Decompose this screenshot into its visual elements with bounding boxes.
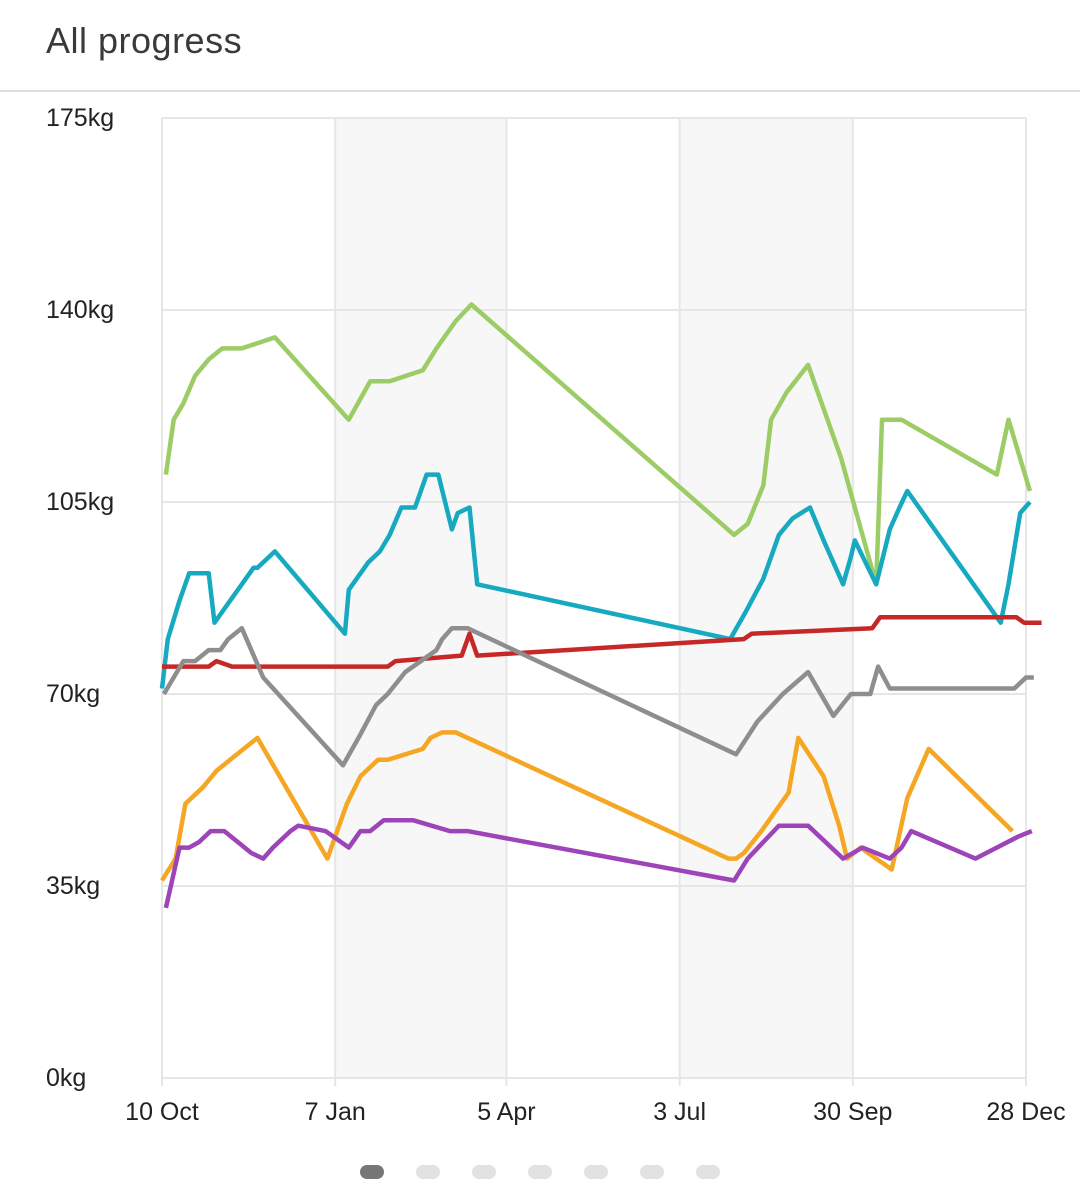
series-line-1 (159, 472, 1032, 689)
y-tick-label: 35kg (46, 872, 100, 900)
x-tick-label: 5 Apr (477, 1098, 535, 1126)
x-tick-label: 7 Jan (305, 1098, 366, 1126)
shaded-band-1 (679, 118, 853, 1078)
shaded-band-0 (335, 118, 507, 1078)
y-tick-label: 105kg (46, 488, 114, 516)
x-tick-label: 30 Sep (813, 1098, 892, 1126)
page-dot[interactable] (640, 1165, 664, 1179)
y-tick-label: 140kg (46, 296, 114, 324)
page-dot[interactable] (416, 1165, 440, 1179)
y-tick-label: 175kg (46, 104, 114, 132)
y-tick-label: 0kg (46, 1064, 86, 1092)
page-dot[interactable] (472, 1165, 496, 1179)
progress-chart: 0kg 35kg 70kg 105kg 140kg 175kg 10 Oct 7 Jan 5 A… (46, 104, 1066, 1126)
x-tick-label: 28 Dec (986, 1098, 1065, 1126)
y-tick-label: 70kg (46, 680, 100, 708)
page-indicator[interactable] (0, 1160, 1080, 1184)
series-line-0 (163, 302, 1033, 587)
x-tick-label: 3 Jul (653, 1098, 706, 1126)
header: All progress (0, 0, 1080, 92)
page-title: All progress (46, 20, 243, 61)
page-dot[interactable] (584, 1165, 608, 1179)
page-dot[interactable] (528, 1165, 552, 1179)
series-line-3 (161, 625, 1034, 768)
series-line-5 (163, 817, 1033, 909)
series-line-2 (162, 614, 1042, 669)
x-tick-label: 10 Oct (125, 1098, 199, 1126)
page-dot[interactable] (696, 1165, 720, 1179)
page-dot[interactable] (360, 1165, 384, 1179)
